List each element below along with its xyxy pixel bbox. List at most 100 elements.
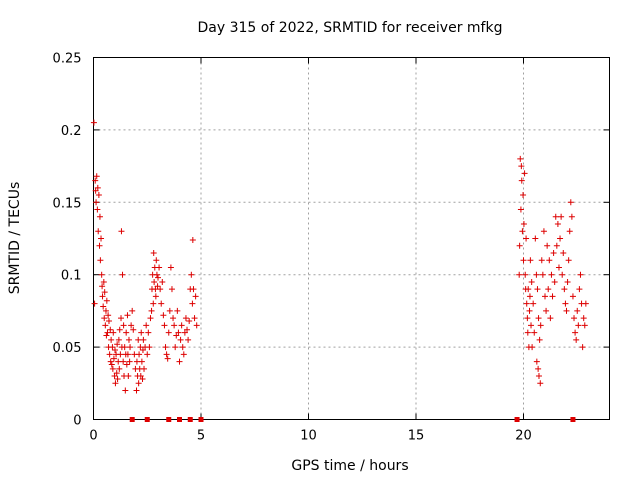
data-point [127,344,134,351]
data-point [124,312,131,319]
data-point [567,199,574,206]
data-point [103,332,110,339]
data-point [524,329,531,336]
data-point [118,228,125,235]
data-point [151,278,158,285]
data-point [533,358,540,365]
y-tick-label: 0 [73,414,81,429]
data-point [573,336,580,343]
data-point [190,286,197,293]
data-point [91,300,98,307]
data-point [110,355,117,362]
data-point [517,206,524,213]
data-point [518,163,525,170]
y-tick-label: 0.2 [61,124,82,139]
data-point [117,351,124,358]
data-point [161,322,168,329]
x-axis-label: GPS time / hours [291,458,408,474]
data-point [114,341,121,348]
axis-marker [198,417,204,422]
data-point [156,264,163,271]
data-point [516,271,523,278]
data-point [100,303,107,310]
data-point [179,344,186,351]
data-point [525,286,532,293]
data-point [136,351,143,358]
data-point [94,184,101,191]
data-point [544,242,551,249]
data-point [105,312,112,319]
data-point [152,293,159,300]
data-point [109,365,116,372]
data-point [531,329,538,336]
chart-title: Day 315 of 2022, SRMTID for receiver mfk… [198,20,503,36]
data-point [534,286,541,293]
data-point [93,173,100,180]
data-point [533,271,540,278]
data-point [172,344,179,351]
data-point [539,271,546,278]
data-point [153,271,160,278]
data-point [564,278,571,285]
data-point [188,271,195,278]
data-point [572,329,579,336]
data-point [115,336,122,343]
y-tick-label: 0.05 [53,341,82,356]
data-point [547,315,554,322]
y-tick-label: 0.1 [61,269,82,284]
y-tick-labels: 0 0.05 0.1 0.15 0.2 0.25 [53,52,82,429]
data-point [171,322,178,329]
data-point [150,300,157,307]
data-point [574,307,581,314]
data-point [160,312,167,319]
data-point [518,177,525,184]
data-point [96,213,103,220]
data-point [523,235,530,242]
data-point [526,293,533,300]
data-point [580,315,587,322]
data-point [548,271,555,278]
data-point [189,236,196,243]
data-point [122,387,129,394]
y-tick-label: 0.25 [53,52,82,67]
data-point [522,271,529,278]
data-point [155,274,161,281]
data-point [170,315,177,322]
data-point [103,297,110,304]
data-point [184,326,191,333]
axis-marker [129,417,135,422]
data-point [145,329,152,336]
data-point [553,242,560,249]
data-point [529,344,536,351]
data-point [148,307,155,314]
data-point [557,235,564,242]
data-point [520,257,527,264]
data-point [118,315,125,322]
data-point [566,228,573,235]
data-point [104,329,111,336]
data-point [153,257,160,264]
data-point [135,336,142,343]
data-point [121,344,128,351]
data-point [528,322,535,329]
data-point [96,242,103,249]
data-point [157,286,164,293]
data-point [159,278,166,285]
data-point [99,293,106,300]
data-point [519,228,526,235]
data-point [129,307,136,314]
data-point [92,177,99,184]
data-point [555,264,562,271]
data-point [193,322,200,329]
data-point [112,380,119,387]
x-tick-label: 5 [197,429,205,444]
data-point [130,326,137,333]
data-point [178,322,185,329]
data-point [141,365,148,372]
data-point [124,351,131,358]
data-point [143,322,150,329]
x-tick-label: 0 [89,429,97,444]
data-point [581,322,588,329]
data-point [107,326,114,333]
x-tick-label: 20 [515,429,532,444]
